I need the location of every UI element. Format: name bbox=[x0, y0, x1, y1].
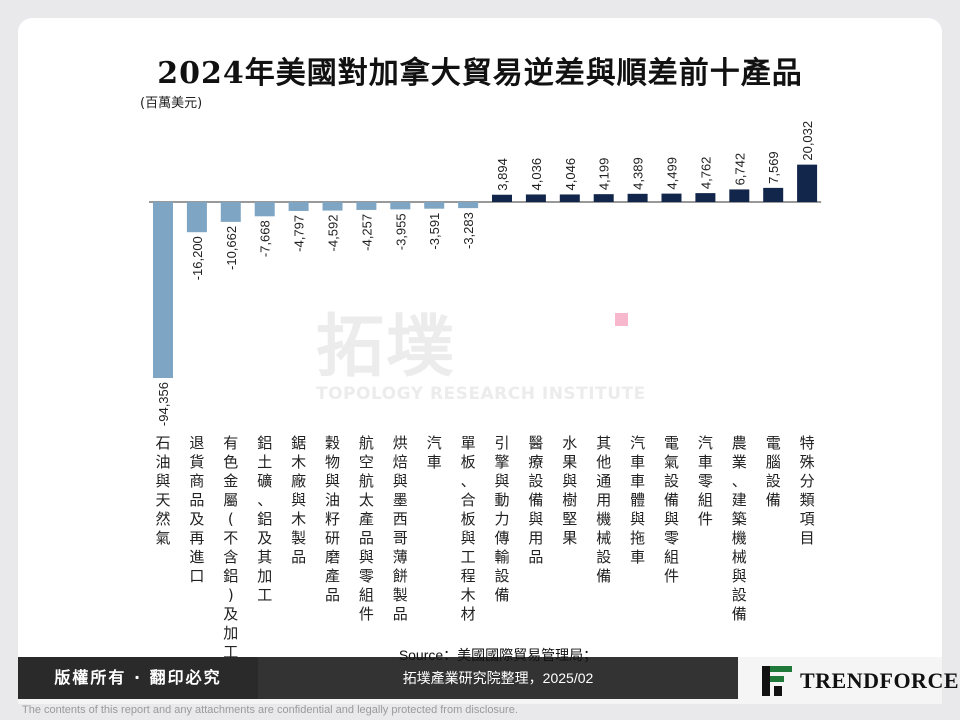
category-label-8: 烘焙與墨西哥薄餅製品 bbox=[393, 434, 408, 623]
value-label-9: -3,591 bbox=[427, 213, 442, 250]
bar-7 bbox=[356, 202, 377, 210]
bar-5 bbox=[288, 202, 309, 211]
value-label-7: -4,257 bbox=[359, 214, 374, 251]
trendforce-logo-text: TRENDFORCE bbox=[800, 668, 960, 693]
bar-4 bbox=[254, 202, 275, 217]
bar-20 bbox=[797, 164, 818, 202]
value-label-3: -10,662 bbox=[224, 226, 239, 270]
trendforce-logo: TRENDFORCE bbox=[760, 664, 959, 700]
bar-19 bbox=[763, 187, 784, 202]
value-label-14: 4,199 bbox=[597, 158, 612, 191]
value-label-6: -4,592 bbox=[326, 215, 341, 252]
value-label-13: 4,046 bbox=[563, 158, 578, 191]
value-label-4: -7,668 bbox=[258, 220, 273, 257]
category-label-9: 汽車 bbox=[427, 434, 442, 471]
category-label-16: 電氣設備與零組件 bbox=[664, 434, 679, 585]
watermark-dot bbox=[615, 313, 628, 326]
source-line-2: 拓墣產業研究院整理，2025/02 bbox=[402, 670, 594, 686]
category-label-6: 穀物與油籽研磨產品 bbox=[325, 434, 340, 604]
value-label-11: 3,894 bbox=[495, 158, 510, 191]
category-label-7: 航空航太產品與零組件 bbox=[359, 434, 374, 623]
value-label-5: -4,797 bbox=[292, 215, 307, 252]
category-label-1: 石油與天然氣 bbox=[155, 434, 170, 547]
bar-11 bbox=[492, 194, 512, 202]
value-label-1: -94,356 bbox=[156, 382, 171, 426]
disclaimer: The contents of this report and any atta… bbox=[22, 704, 518, 716]
category-label-13: 水果與樹堅果 bbox=[562, 434, 577, 547]
bar-14 bbox=[593, 194, 614, 202]
category-label-3: 有色金屬(不含鋁)及加工 bbox=[223, 434, 238, 661]
unit-label: (百萬美元) bbox=[140, 96, 203, 111]
bar-15 bbox=[627, 193, 648, 202]
category-label-15: 汽車車體與拖車 bbox=[630, 434, 645, 566]
bar-8 bbox=[390, 202, 411, 210]
category-label-14: 其他通用機械設備 bbox=[596, 434, 611, 585]
source-box bbox=[258, 657, 738, 699]
value-label-17: 4,762 bbox=[698, 157, 713, 190]
category-label-11: 引擎與動力傳輸設備 bbox=[494, 434, 509, 604]
bar-10 bbox=[458, 202, 479, 209]
bar-12 bbox=[525, 194, 546, 202]
category-label-17: 汽車零組件 bbox=[698, 434, 713, 528]
bar-1 bbox=[153, 202, 173, 378]
bar-18 bbox=[729, 189, 750, 202]
category-label-18: 農業、建築機械與設備 bbox=[732, 434, 747, 623]
value-label-12: 4,036 bbox=[529, 158, 544, 191]
bar-2 bbox=[186, 202, 207, 233]
chart-title: 2024年美國對加拿大貿易逆差與順差前十產品 bbox=[157, 56, 803, 91]
value-label-19: 7,569 bbox=[766, 151, 781, 184]
category-label-12: 醫療設備與用品 bbox=[528, 434, 543, 566]
category-label-5: 鋸木廠與木製品 bbox=[291, 434, 306, 566]
bar-13 bbox=[559, 194, 580, 202]
value-label-2: -16,200 bbox=[190, 236, 205, 280]
value-label-8: -3,955 bbox=[393, 213, 408, 250]
category-label-19: 電腦設備 bbox=[766, 434, 781, 509]
category-label-2: 退貨商品及再進口 bbox=[189, 434, 204, 585]
copyright-notice: 版權所有 · 翻印必究 bbox=[18, 657, 258, 699]
value-label-18: 6,742 bbox=[732, 153, 747, 186]
bar-17 bbox=[695, 193, 716, 202]
value-label-20: 20,032 bbox=[800, 121, 815, 161]
value-label-16: 4,499 bbox=[665, 157, 680, 190]
bar-9 bbox=[424, 202, 445, 209]
source-line-1: Source：美國國際貿易管理局； bbox=[398, 647, 598, 663]
category-label-20: 特殊分類項目 bbox=[800, 434, 815, 547]
category-label-10: 單板、合板與工程木材 bbox=[461, 434, 476, 623]
bar-3 bbox=[220, 202, 241, 222]
value-label-10: -3,283 bbox=[461, 212, 476, 249]
bar-6 bbox=[322, 202, 343, 211]
trendforce-logo-icon bbox=[762, 666, 792, 696]
bar-16 bbox=[661, 193, 682, 202]
category-label-4: 鋁土礦、鋁及其加工 bbox=[257, 434, 272, 604]
value-label-15: 4,389 bbox=[631, 157, 646, 190]
